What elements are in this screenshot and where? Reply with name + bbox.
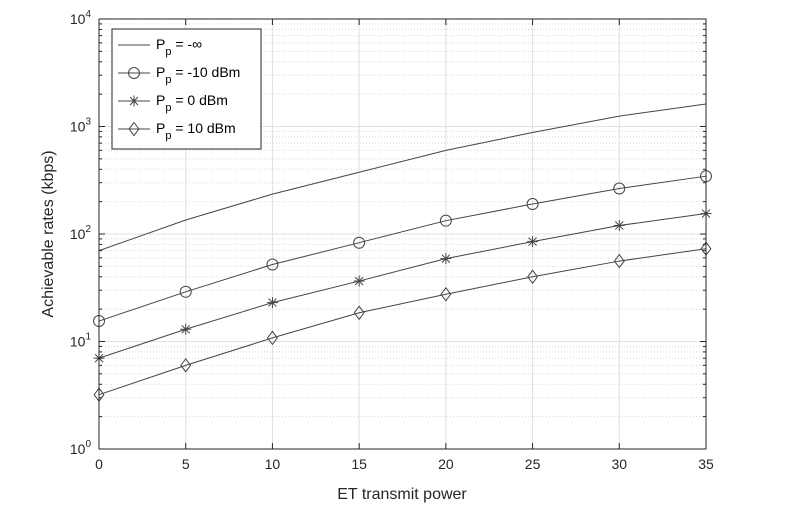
diamond-marker: [353, 305, 365, 321]
legend-item-2: Pp = -10 dBm: [118, 64, 240, 86]
x-axis-label: ET transmit power: [337, 486, 467, 503]
asterisk-marker: [527, 236, 539, 248]
x-tick-label: 15: [351, 456, 367, 472]
x-tick-label: 0: [95, 456, 103, 472]
asterisk-marker: [266, 297, 278, 309]
series-line: [98, 175, 707, 322]
diamond-marker: [180, 358, 192, 373]
series-line: [98, 213, 707, 359]
x-tick-label: 20: [438, 456, 454, 472]
diamond-marker: [440, 286, 452, 302]
y-tick-label: 102: [70, 224, 92, 242]
asterisk-marker: [353, 275, 365, 287]
circle-marker: [266, 258, 279, 271]
legend-label: Pp = 0 dBm: [156, 92, 228, 114]
grid: [99, 19, 706, 449]
circle-marker: [526, 198, 539, 211]
y-tick-label: 103: [70, 117, 92, 135]
diamond-marker: [266, 330, 278, 346]
diamond-marker: [527, 269, 539, 285]
circle-marker: [179, 285, 192, 298]
legend-item-3: Pp = 0 dBm: [118, 92, 228, 114]
circle-marker: [613, 182, 626, 195]
diamond-marker: [128, 121, 140, 137]
y-axis-label: Achievable rates (kbps): [40, 150, 57, 317]
axis-ticks: 0 5 10 15 20 25 30 35 100 101 102 103 104: [70, 9, 714, 472]
legend-item-4: Pp = 10 dBm: [118, 120, 236, 142]
y-tick-label: 100: [70, 439, 92, 457]
y-tick-label: 104: [70, 9, 92, 27]
x-tick-label: 25: [525, 456, 541, 472]
asterisk-marker: [180, 323, 192, 335]
legend-label: Pp = -∞: [156, 36, 202, 58]
diamond-marker: [613, 253, 625, 269]
y-tick-label: 101: [70, 332, 92, 350]
asterisk-marker: [613, 219, 625, 231]
legend-item-1: Pp = -∞: [118, 36, 202, 58]
x-tick-label: 5: [182, 456, 190, 472]
series-line: [98, 103, 707, 252]
circle-marker: [128, 67, 140, 79]
circle-marker: [353, 236, 366, 249]
x-tick-label: 30: [611, 456, 627, 472]
series-1: [98, 103, 707, 252]
series-line: [98, 248, 707, 396]
circle-marker: [439, 214, 452, 227]
series-2: [93, 170, 712, 328]
x-tick-label: 10: [265, 456, 281, 472]
x-tick-label: 35: [698, 456, 714, 472]
asterisk-marker: [128, 95, 140, 107]
legend-label: Pp = 10 dBm: [156, 120, 236, 142]
asterisk-marker: [440, 253, 452, 265]
legend: Pp = -∞ Pp = -10 dBm Pp = 0 dBm Pp = 10 dBm: [111, 28, 262, 150]
legend-label: Pp = -10 dBm: [156, 64, 240, 86]
